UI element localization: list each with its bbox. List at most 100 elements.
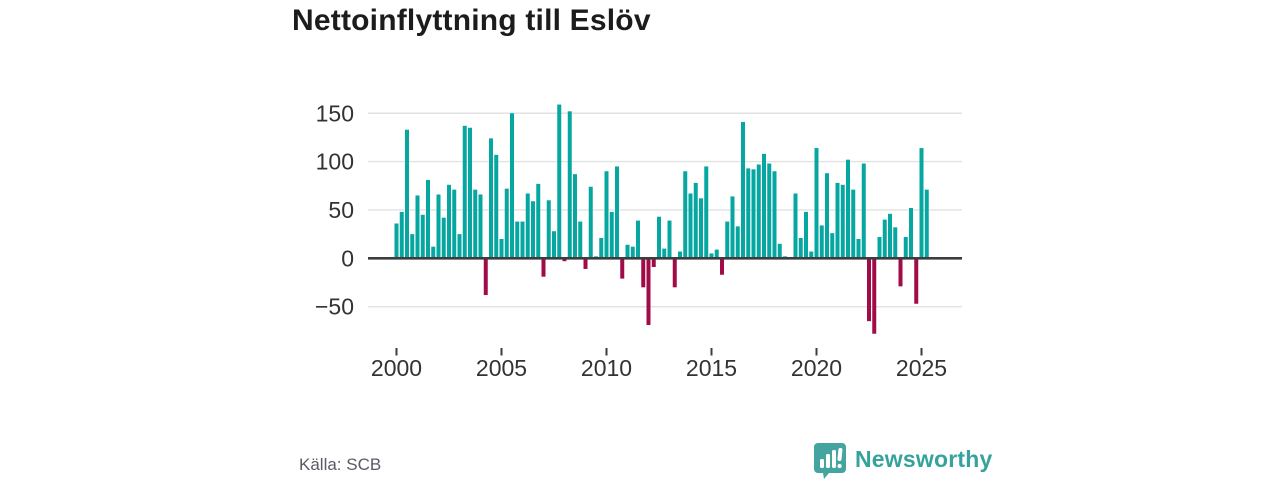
bar-2005-Q2 bbox=[504, 188, 509, 259]
bar-2024-Q2 bbox=[903, 237, 908, 259]
logo-exclamation-dot bbox=[837, 463, 842, 469]
bar-2001-Q1 bbox=[415, 195, 420, 259]
bar-2004-Q2 bbox=[483, 258, 488, 296]
bar-2020-Q3 bbox=[825, 173, 829, 259]
bar-2023-Q4 bbox=[893, 227, 898, 259]
bar-2014-Q2 bbox=[693, 182, 698, 259]
bar-2009-Q1 bbox=[583, 258, 588, 269]
bar-2013-Q3 bbox=[678, 251, 682, 259]
bar-2024-Q1 bbox=[898, 258, 903, 287]
bar-2018-Q2 bbox=[777, 243, 782, 259]
bar-2000-Q3 bbox=[405, 129, 409, 259]
source-label: Källa: SCB bbox=[299, 455, 382, 474]
bar-2023-Q1 bbox=[877, 237, 882, 259]
bar-2004-Q4 bbox=[494, 154, 499, 259]
bar-2009-Q4 bbox=[599, 237, 604, 259]
bar-2008-Q2 bbox=[567, 111, 572, 259]
bar-2011-Q3 bbox=[636, 220, 640, 259]
bar-2000-Q2 bbox=[399, 211, 404, 259]
bar-2017-Q3 bbox=[762, 153, 766, 259]
y-axis-label-100: 100 bbox=[316, 149, 354, 175]
bar-2012-Q1 bbox=[646, 258, 651, 326]
bar-2005-Q4 bbox=[515, 221, 520, 259]
bar-2004-Q1 bbox=[478, 194, 483, 259]
logo-bar-medium bbox=[826, 454, 830, 468]
bar-2006-Q3 bbox=[531, 201, 535, 259]
bar-2020-Q4 bbox=[830, 233, 835, 259]
bar-2008-Q3 bbox=[573, 174, 577, 259]
y-axis-label-50: 50 bbox=[328, 197, 354, 223]
bar-2007-Q1 bbox=[541, 258, 546, 277]
x-axis-label-2000: 2000 bbox=[371, 355, 422, 381]
bar-2007-Q2 bbox=[546, 200, 551, 259]
bar-2015-Q2 bbox=[714, 249, 719, 259]
bar-2012-Q2 bbox=[651, 258, 656, 268]
bar-2001-Q2 bbox=[420, 214, 425, 259]
bar-2002-Q4 bbox=[452, 189, 457, 259]
bar-2005-Q1 bbox=[499, 238, 504, 259]
bar-2015-Q3 bbox=[720, 258, 724, 275]
bar-2002-Q3 bbox=[447, 184, 451, 259]
logo-bar-tall bbox=[832, 450, 836, 468]
bar-2002-Q1 bbox=[436, 194, 441, 259]
newsworthy-logo: Newsworthy bbox=[813, 442, 992, 480]
y-axis-label-0: 0 bbox=[341, 245, 354, 271]
bar-2014-Q1 bbox=[688, 193, 693, 259]
bar-2002-Q2 bbox=[441, 217, 446, 259]
bar-2013-Q2 bbox=[672, 258, 677, 288]
bar-2017-Q2 bbox=[756, 164, 761, 259]
chart-title: Nettoinflyttning till Eslöv bbox=[292, 4, 651, 37]
bar-2009-Q2 bbox=[588, 186, 593, 259]
bar-2020-Q2 bbox=[819, 225, 824, 259]
newsworthy-logo-icon bbox=[814, 443, 846, 479]
logo-exclamation-line bbox=[837, 448, 843, 461]
logo-bar-small bbox=[820, 459, 824, 468]
x-axis-label-2015: 2015 bbox=[686, 355, 737, 381]
bar-2015-Q1 bbox=[709, 253, 714, 259]
bar-2022-Q1 bbox=[856, 238, 861, 259]
bar-2022-Q2 bbox=[861, 163, 866, 259]
bar-2000-Q1 bbox=[394, 223, 399, 259]
bar-2003-Q3 bbox=[468, 127, 472, 259]
bar-2006-Q2 bbox=[525, 193, 530, 259]
bar-2019-Q1 bbox=[793, 193, 798, 259]
x-axis-label-2020: 2020 bbox=[791, 355, 842, 381]
bar-2011-Q4 bbox=[641, 258, 646, 288]
bar-2010-Q3 bbox=[615, 166, 619, 259]
bar-2003-Q1 bbox=[457, 234, 462, 259]
bar-2004-Q3 bbox=[489, 138, 493, 259]
bar-2014-Q3 bbox=[699, 198, 703, 259]
bar-2023-Q3 bbox=[888, 213, 892, 259]
bar-2017-Q1 bbox=[751, 169, 756, 259]
bar-2001-Q4 bbox=[431, 246, 436, 259]
bar-2016-Q2 bbox=[735, 226, 740, 259]
bar-2008-Q1 bbox=[562, 258, 567, 262]
bar-2023-Q2 bbox=[882, 219, 887, 259]
bar-2010-Q4 bbox=[620, 258, 625, 279]
bar-2018-Q1 bbox=[772, 171, 777, 259]
bar-2008-Q4 bbox=[578, 221, 583, 259]
newsworthy-logo-text: Newsworthy bbox=[855, 445, 993, 472]
bar-2019-Q3 bbox=[804, 211, 808, 259]
y-axis-label-150: 150 bbox=[316, 100, 354, 126]
bar-2021-Q3 bbox=[846, 159, 850, 259]
bar-2016-Q3 bbox=[741, 121, 745, 259]
bar-2012-Q4 bbox=[662, 248, 667, 259]
bar-2024-Q4 bbox=[914, 258, 919, 304]
bar-2017-Q4 bbox=[767, 163, 772, 259]
bar-2020-Q1 bbox=[814, 148, 819, 259]
bar-2019-Q2 bbox=[798, 237, 803, 259]
bar-2022-Q4 bbox=[872, 258, 877, 334]
bar-2007-Q4 bbox=[557, 104, 562, 259]
bar-2000-Q4 bbox=[410, 234, 415, 259]
bar-2003-Q2 bbox=[462, 125, 467, 259]
y-axis-label--50: −50 bbox=[315, 294, 354, 320]
bar-2025-Q2 bbox=[924, 189, 929, 259]
bar-2003-Q4 bbox=[473, 189, 478, 259]
bar-2019-Q4 bbox=[809, 251, 814, 259]
bar-2022-Q3 bbox=[867, 258, 871, 322]
bar-2013-Q4 bbox=[683, 171, 688, 259]
bar-2005-Q3 bbox=[510, 113, 514, 259]
bar-2006-Q1 bbox=[520, 221, 525, 259]
